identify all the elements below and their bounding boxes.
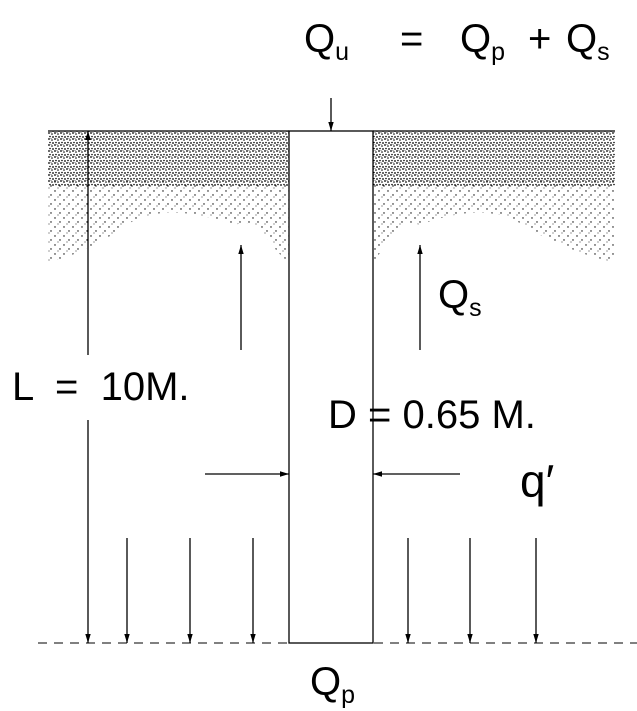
length-label: L = 10M. [12, 365, 190, 409]
overburden-label: q′ [520, 455, 554, 507]
equation-term: Qu [304, 17, 349, 66]
equation-term: Qs [566, 17, 610, 66]
friction-label: Qs [438, 273, 482, 322]
diameter-label: D = 0.65 M. [328, 393, 536, 437]
equation-operator: = [400, 17, 423, 61]
pile [288, 130, 374, 644]
equation-operator: + [528, 17, 551, 61]
equation-term: Qp [460, 17, 505, 66]
overburden-arrows [124, 538, 539, 643]
tip-label: Qp [310, 660, 355, 709]
